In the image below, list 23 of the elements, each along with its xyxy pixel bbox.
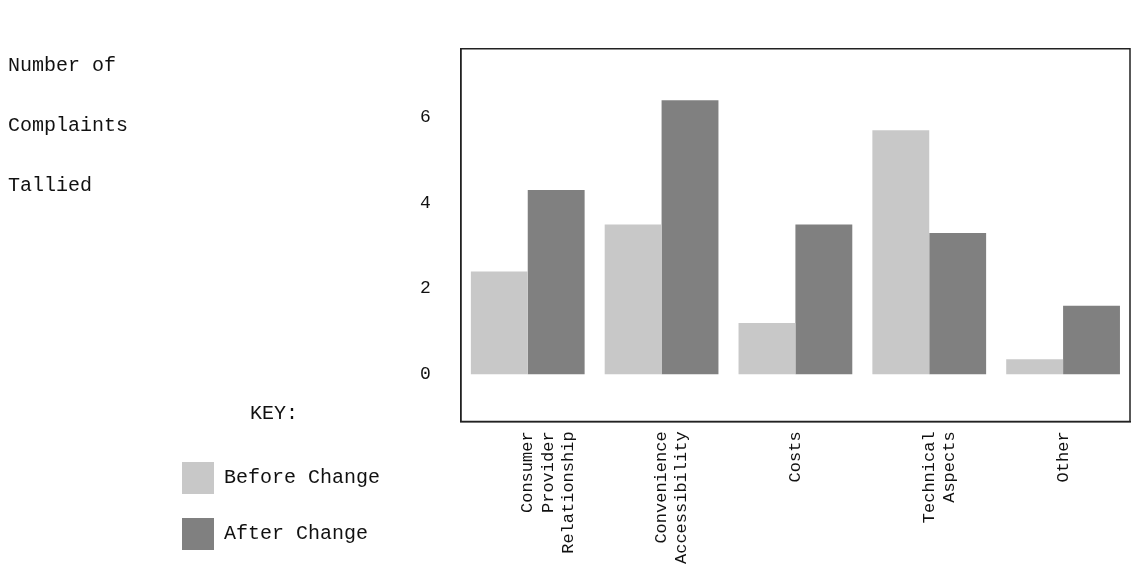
y-tick-label: 4: [420, 192, 431, 213]
x-tick-label: Technical Aspects: [919, 431, 960, 524]
x-tick-label: Costs: [785, 431, 805, 483]
legend-title: KEY:: [250, 402, 299, 426]
bar: [872, 130, 930, 375]
legend-label: After Change: [224, 522, 369, 546]
bar: [1006, 359, 1064, 375]
x-tick-label: Other: [1053, 431, 1073, 483]
y-tick-label: 2: [420, 278, 431, 299]
bar: [604, 224, 662, 375]
bar: [738, 322, 796, 375]
bar: [795, 224, 853, 375]
bar: [470, 271, 528, 375]
y-tick-label: 0: [420, 364, 431, 385]
x-tick-label: Consumer Provider Relationship: [518, 431, 579, 554]
bar: [929, 232, 987, 375]
bar: [661, 100, 719, 375]
x-tick-label: Convenience Accessibility: [652, 431, 692, 564]
bar: [1063, 305, 1120, 375]
text: Number of Complaints Tallied: [8, 54, 129, 197]
bar: [527, 190, 585, 375]
legend-label: Before Change: [224, 466, 381, 490]
y-tick-label: 6: [420, 107, 431, 128]
